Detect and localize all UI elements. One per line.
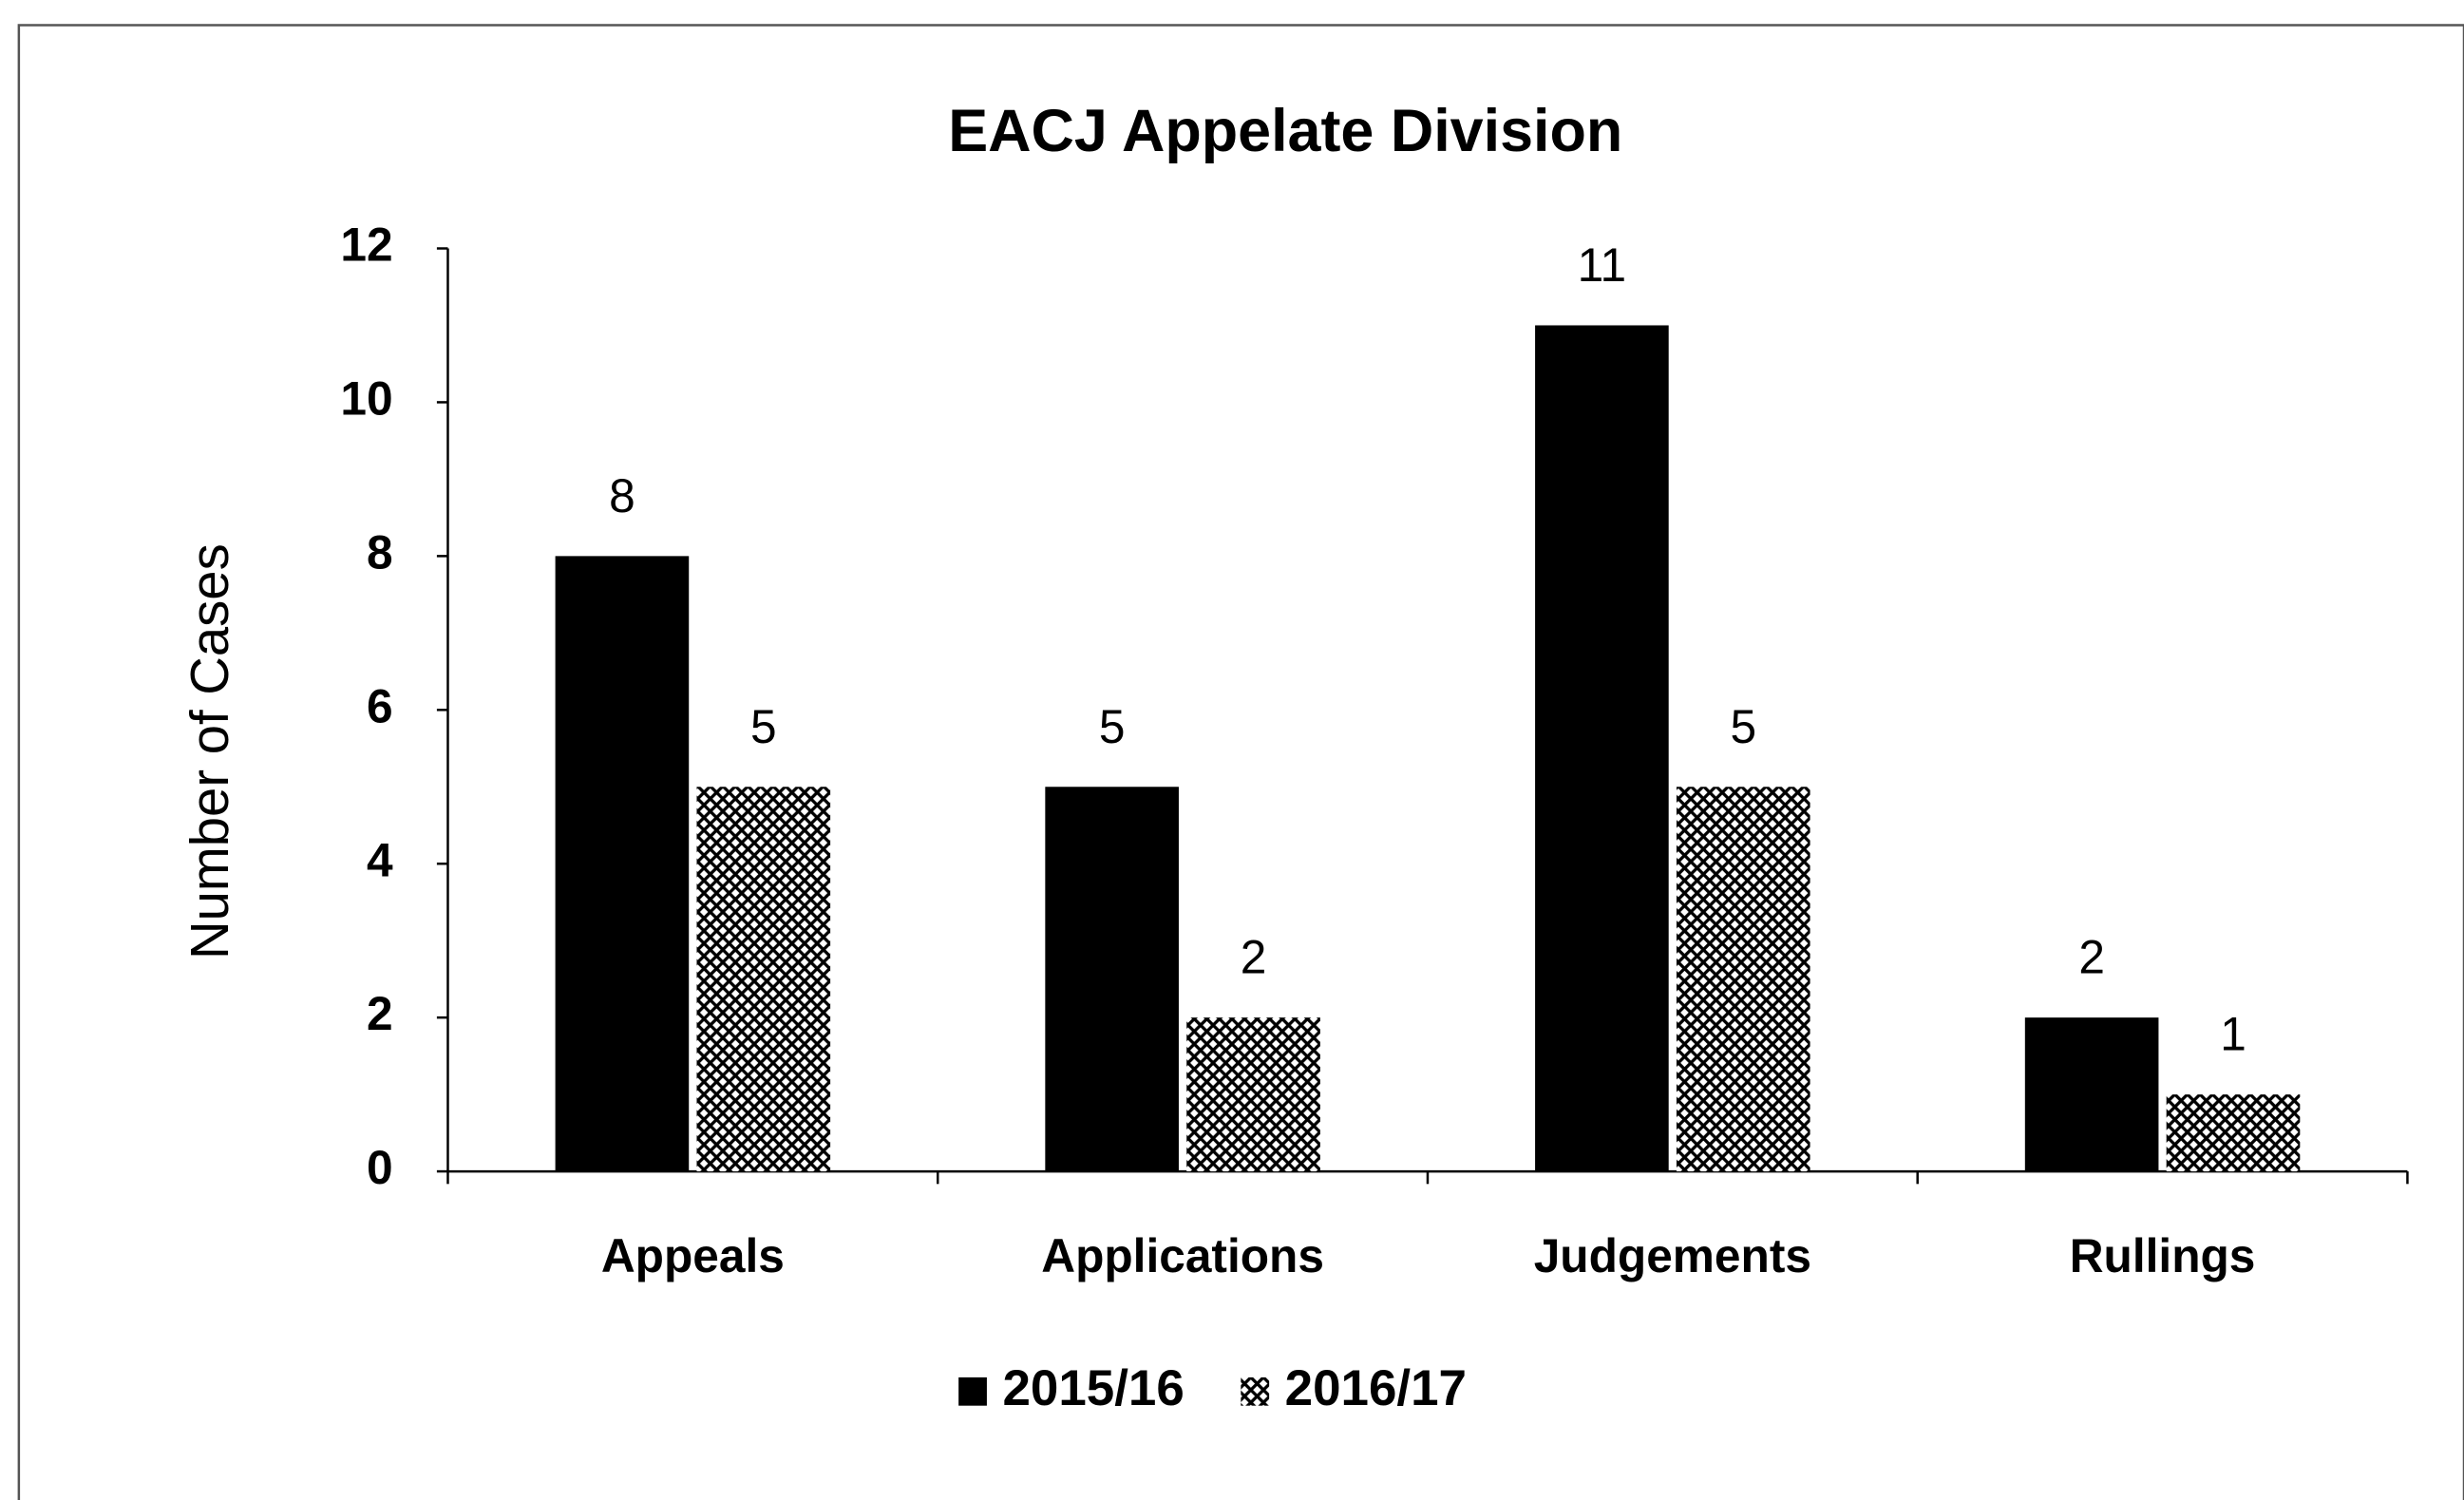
- bar: [555, 556, 690, 1172]
- y-tick-label: 8: [367, 525, 393, 579]
- x-tick-label: Applications: [1041, 1229, 1324, 1282]
- bar: [2024, 1017, 2159, 1172]
- data-label: 5: [750, 700, 777, 753]
- y-axis-title: Number of Cases: [180, 543, 239, 959]
- legend-swatch: [958, 1377, 987, 1406]
- data-label: 2: [1241, 931, 1267, 984]
- data-label: 2: [2078, 931, 2105, 984]
- data-label: 5: [1099, 700, 1126, 753]
- legend-label: 2016/17: [1285, 1360, 1467, 1416]
- data-label: 11: [1578, 238, 1627, 292]
- data-label: 1: [2220, 1008, 2246, 1061]
- bar: [1676, 787, 1810, 1172]
- x-tick-label: Judgements: [1534, 1229, 1811, 1282]
- y-tick-label: 0: [367, 1141, 393, 1194]
- y-tick-label: 4: [367, 833, 393, 886]
- x-tick-label: Appeals: [601, 1229, 785, 1282]
- legend-label: 2015/16: [1002, 1360, 1184, 1416]
- bar: [696, 787, 831, 1172]
- data-label: 5: [1730, 700, 1756, 753]
- chart-title: EACJ Appelate Division: [948, 98, 1622, 164]
- frame: [17, 24, 2464, 1500]
- y-tick-label: 10: [340, 372, 392, 426]
- y-tick-label: 2: [367, 987, 393, 1040]
- bar: [1186, 1017, 1320, 1172]
- bar: [1535, 325, 1669, 1172]
- y-tick-label: 6: [367, 679, 393, 732]
- data-label: 8: [609, 469, 635, 522]
- bar: [1045, 787, 1179, 1172]
- y-tick-label: 12: [340, 218, 392, 272]
- legend-swatch: [1241, 1377, 1270, 1406]
- x-tick-label: Rullings: [2070, 1229, 2256, 1282]
- bar: [2166, 1094, 2301, 1172]
